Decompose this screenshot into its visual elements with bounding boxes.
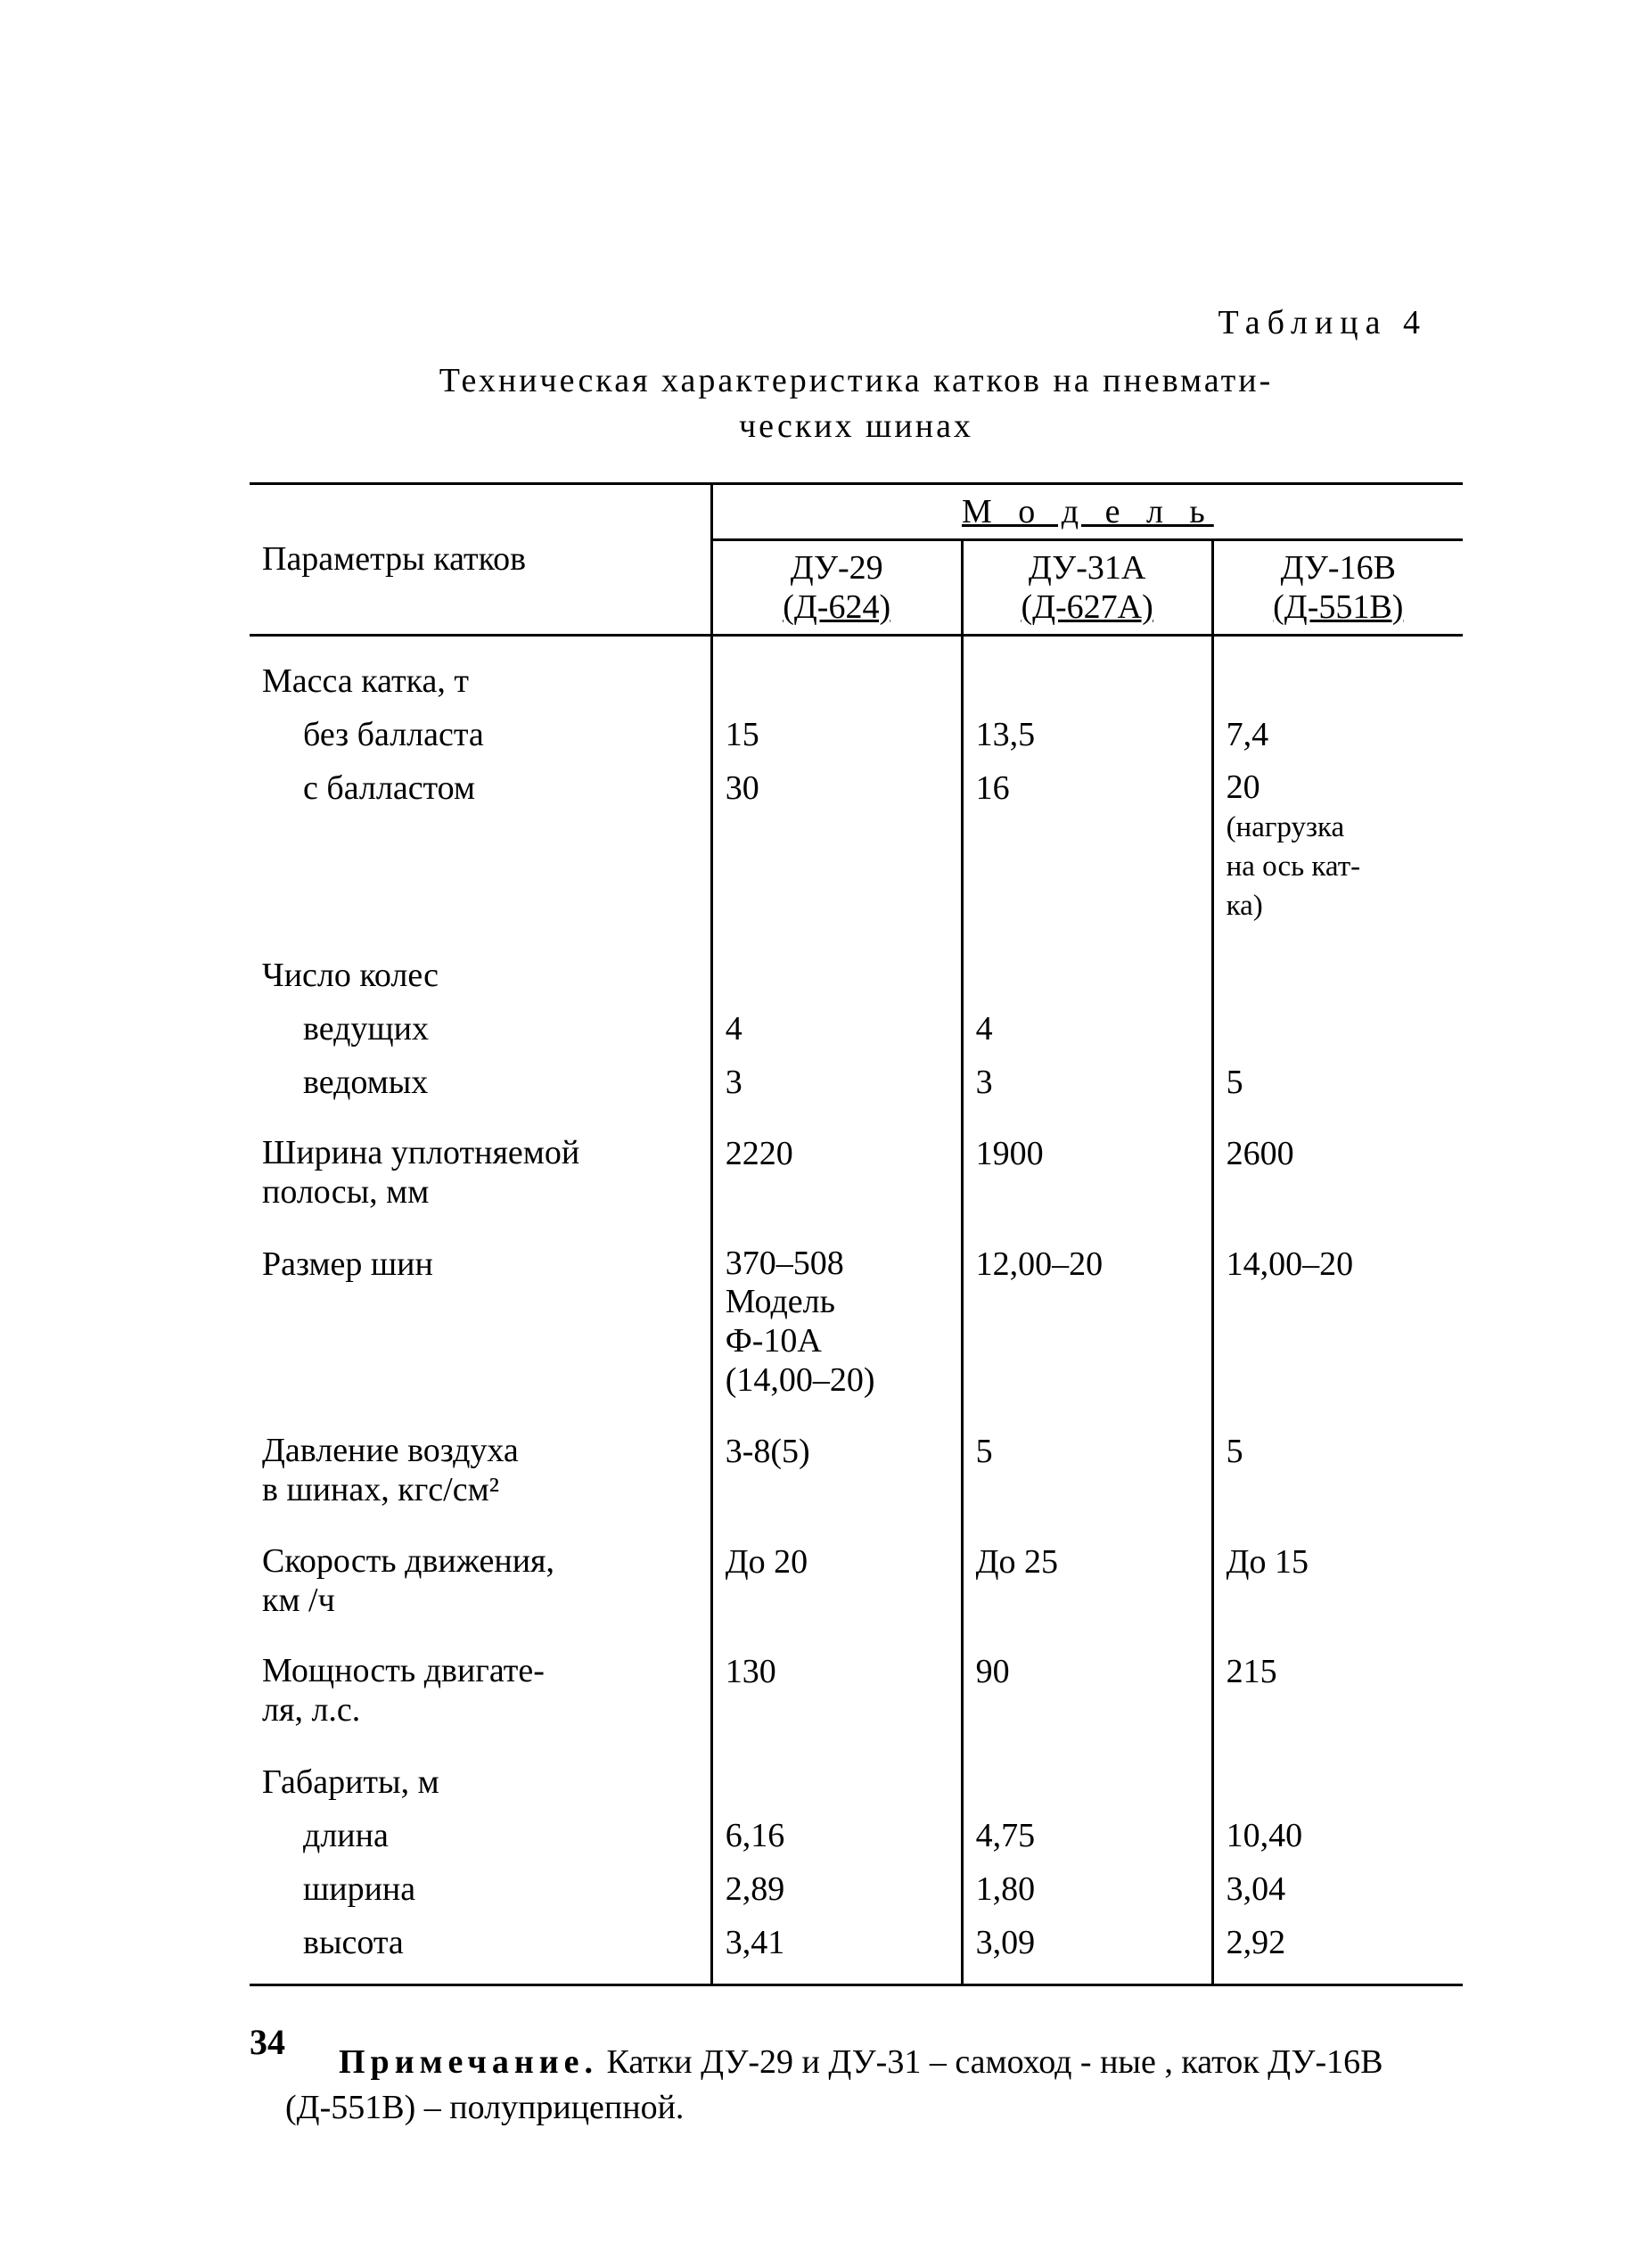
- cell: 215: [1212, 1627, 1463, 1737]
- cell: 130: [711, 1627, 962, 1737]
- row-no-ballast: без балласта: [250, 708, 711, 761]
- note-prefix: Примечание.: [339, 2043, 598, 2081]
- cell: 2,89: [711, 1862, 962, 1916]
- row-tire-size: Размер шин: [250, 1220, 711, 1408]
- row-power: Мощность двигате-ля, л.с.: [250, 1627, 711, 1737]
- cell: 90: [962, 1627, 1212, 1737]
- cell: До 20: [711, 1517, 962, 1627]
- row-driven: ведомых: [250, 1056, 711, 1109]
- cell: 3,04: [1212, 1862, 1463, 1916]
- header-model-group: М о д е л ь: [711, 483, 1463, 539]
- ballast-note: (нагрузкана ось кат-ка): [1227, 811, 1361, 921]
- cell: 12,00–20: [962, 1220, 1212, 1408]
- cell: 16: [962, 761, 1212, 932]
- row-width: Ширина уплотняемойполосы, мм: [250, 1109, 711, 1219]
- cell: До 15: [1212, 1517, 1463, 1627]
- cell: 13,5: [962, 708, 1212, 761]
- cell: 3-8(5): [711, 1407, 962, 1516]
- cell: 1900: [962, 1109, 1212, 1219]
- cell-empty: [711, 931, 962, 1002]
- row-w: ширина: [250, 1862, 711, 1916]
- cell: 4: [962, 1002, 1212, 1056]
- row-pressure: Давление воздухав шинах, кгс/см²: [250, 1407, 711, 1516]
- cell: 3,09: [962, 1916, 1212, 1985]
- cell: 4: [711, 1002, 962, 1056]
- row-length: длина: [250, 1809, 711, 1862]
- table-number-label: Таблица 4: [250, 303, 1463, 342]
- caption-line-1: Техническая характеристика катков на пне…: [439, 362, 1274, 399]
- cell-empty: [1212, 635, 1463, 708]
- cell: 7,4: [1212, 708, 1463, 761]
- cell-with-note: 20 (нагрузкана ось кат-ка): [1212, 761, 1463, 932]
- spec-table: Параметры катков М о д е л ь ДУ-29(Д-624…: [250, 482, 1463, 1986]
- header-model-2: ДУ-31А(Д-627А): [962, 539, 1212, 635]
- row-h: высота: [250, 1916, 711, 1985]
- cell-empty: [962, 1738, 1212, 1809]
- header-model-3: ДУ-16В(Д-551В): [1212, 539, 1463, 635]
- cell-empty: [1212, 1738, 1463, 1809]
- cell-tire-1: 370–508МодельФ-10А(14,00–20): [711, 1220, 962, 1408]
- cell: [1212, 1002, 1463, 1056]
- cell: 2600: [1212, 1109, 1463, 1219]
- cell-empty: [711, 635, 962, 708]
- cell: 5: [962, 1407, 1212, 1516]
- header-param: Параметры катков: [250, 483, 711, 635]
- row-wheels-head: Число колес: [250, 931, 711, 1002]
- cell-empty: [962, 931, 1212, 1002]
- row-driving: ведущих: [250, 1002, 711, 1056]
- cell: 6,16: [711, 1809, 962, 1862]
- cell: 3: [962, 1056, 1212, 1109]
- row-mass-head: Масса катка, т: [250, 635, 711, 708]
- cell: 5: [1212, 1056, 1463, 1109]
- cell: 3,41: [711, 1916, 962, 1985]
- table-note: Примечание. Катки ДУ-29 и ДУ-31 – самохо…: [250, 2040, 1463, 2132]
- cell: 14,00–20: [1212, 1220, 1463, 1408]
- cell: 2220: [711, 1109, 962, 1219]
- cell: До 25: [962, 1517, 1212, 1627]
- cell: 5: [1212, 1407, 1463, 1516]
- header-model-1: ДУ-29(Д-624): [711, 539, 962, 635]
- cell: 1,80: [962, 1862, 1212, 1916]
- cell: 3: [711, 1056, 962, 1109]
- row-dims-head: Габариты, м: [250, 1738, 711, 1809]
- caption-line-2: ческих шинах: [739, 407, 973, 445]
- page-number: 34: [250, 2021, 285, 2063]
- cell-empty: [962, 635, 1212, 708]
- row-with-ballast: с балластом: [250, 761, 711, 932]
- cell: 15: [711, 708, 962, 761]
- cell: 30: [711, 761, 962, 932]
- cell-empty: [1212, 931, 1463, 1002]
- cell: 10,40: [1212, 1809, 1463, 1862]
- row-speed: Скорость движения,км /ч: [250, 1517, 711, 1627]
- cell: 4,75: [962, 1809, 1212, 1862]
- cell: 2,92: [1212, 1916, 1463, 1985]
- table-caption: Техническая характеристика катков на пне…: [250, 358, 1463, 450]
- document-page: Таблица 4 Техническая характеристика кат…: [0, 0, 1641, 2268]
- cell-empty: [711, 1738, 962, 1809]
